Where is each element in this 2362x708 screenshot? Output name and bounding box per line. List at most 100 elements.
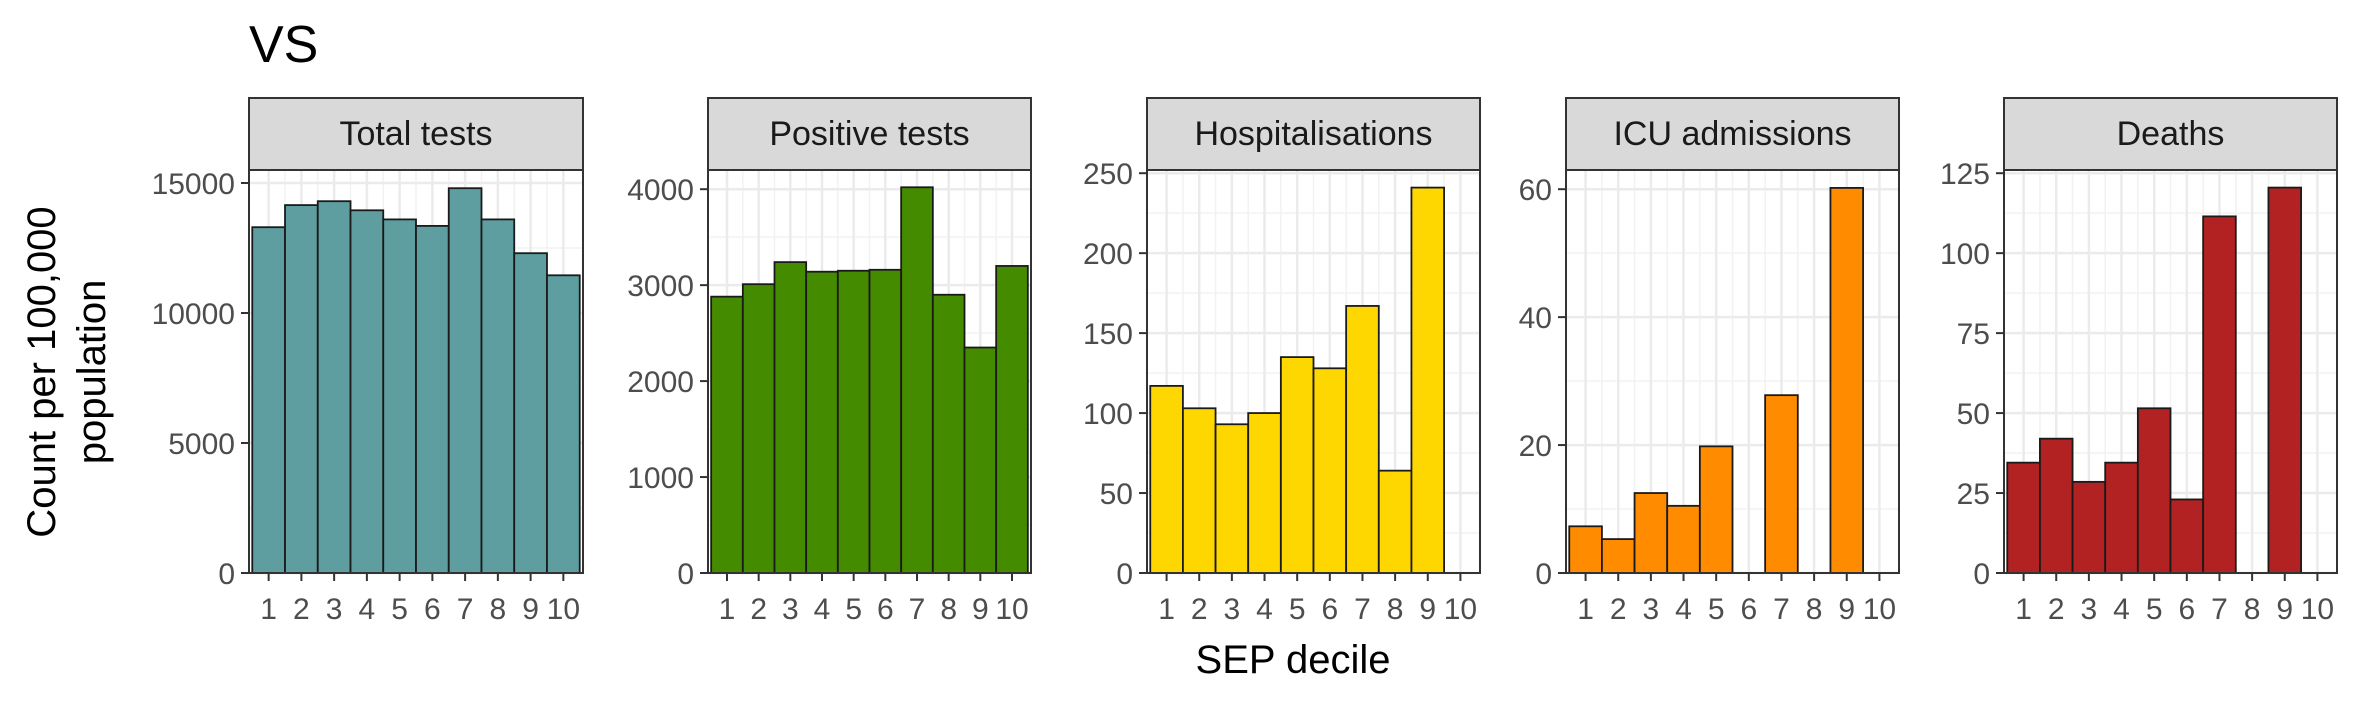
chart-title: VS xyxy=(249,16,318,74)
bar-deaths-decile-1 xyxy=(2006,461,2041,574)
y-tick-label: 2000 xyxy=(627,366,694,399)
bar-total-tests-decile-6 xyxy=(415,224,450,574)
x-tick-label: 6 xyxy=(2178,593,2195,626)
y-tick-label: 1000 xyxy=(627,462,694,495)
facet-panel-2: Positive tests 0 1000 2000 3000 4000 1 2 3 4 5 6 7 8 9… xyxy=(627,97,1032,626)
bar-positive-tests-decile-7 xyxy=(900,186,934,574)
bar-positive-tests-decile-4 xyxy=(805,270,839,574)
bar-positive-tests-decile-1 xyxy=(710,295,744,574)
y-tick-label: 75 xyxy=(1957,318,1990,351)
x-tick-label: 9 xyxy=(972,593,989,626)
bar-total-tests-decile-1 xyxy=(251,226,286,574)
x-tick-label: 8 xyxy=(940,593,957,626)
bar-positive-tests-decile-9 xyxy=(963,346,998,574)
bar-total-tests-decile-7 xyxy=(447,187,483,574)
bar-icu-admissions-decile-9 xyxy=(1829,187,1864,574)
x-tick-label: 4 xyxy=(1675,593,1692,626)
x-tick-label: 6 xyxy=(877,593,894,626)
bar-icu-admissions-decile-4 xyxy=(1666,504,1701,574)
x-tick-label: 7 xyxy=(2211,593,2228,626)
facet-panel-1: Total tests 0 5000 10000 15000 1 2 3 4 5 6 7 8 9 10 xyxy=(152,97,584,626)
bar-deaths-decile-3 xyxy=(2071,480,2107,574)
x-tick-label: 2 xyxy=(293,593,310,626)
y-tick-label: 5000 xyxy=(168,428,235,461)
facet-panel-3: Hospitalisations 0 50 100 150 200 250 1 2 3 4 5 6 7 8 9… xyxy=(1083,97,1481,626)
bar-positive-tests-decile-3 xyxy=(773,261,808,574)
y-tick-label: 25 xyxy=(1957,478,1990,511)
x-tick-label: 3 xyxy=(326,593,343,626)
x-tick-label: 4 xyxy=(2113,593,2130,626)
facet-strip-label: Hospitalisations xyxy=(1194,115,1432,153)
bar-total-tests-decile-10 xyxy=(546,274,581,574)
x-tick-label: 3 xyxy=(1643,593,1660,626)
x-tick-label: 5 xyxy=(1708,593,1725,626)
x-tick-label: 9 xyxy=(2276,593,2293,626)
x-tick-label: 6 xyxy=(424,593,441,626)
x-tick-label: 4 xyxy=(814,593,831,626)
bar-total-tests-decile-2 xyxy=(284,204,319,574)
x-tick-label: 1 xyxy=(2015,593,2032,626)
x-tick-label: 5 xyxy=(845,593,862,626)
bar-icu-admissions-decile-7 xyxy=(1764,394,1799,574)
y-tick-label: 50 xyxy=(1100,478,1133,511)
bar-deaths-decile-2 xyxy=(2039,437,2074,574)
x-tick-label: 1 xyxy=(260,593,277,626)
bar-total-tests-decile-3 xyxy=(316,200,352,574)
x-tick-label: 6 xyxy=(1321,593,1338,626)
bar-deaths-decile-6 xyxy=(2169,498,2205,574)
facet-strip xyxy=(2003,97,2338,171)
x-tick-label: 9 xyxy=(522,593,539,626)
bar-hospitalisations-decile-4 xyxy=(1247,412,1282,574)
facet-strip-label: Deaths xyxy=(2117,115,2225,153)
x-tick-label: 10 xyxy=(1863,593,1896,626)
bar-positive-tests-decile-2 xyxy=(741,283,776,574)
y-tick-label: 0 xyxy=(1973,558,1990,591)
facet-strip xyxy=(707,97,1032,171)
bar-hospitalisations-decile-9 xyxy=(1410,186,1445,574)
y-tick-label: 50 xyxy=(1957,398,1990,431)
bar-icu-admissions-decile-3 xyxy=(1633,492,1669,574)
facet-strip-label: ICU admissions xyxy=(1613,115,1851,153)
x-tick-label: 10 xyxy=(547,593,580,626)
x-tick-label: 8 xyxy=(1387,593,1404,626)
x-tick-label: 2 xyxy=(2048,593,2065,626)
x-tick-label: 4 xyxy=(1256,593,1273,626)
bar-deaths-decile-4 xyxy=(2104,461,2139,574)
bar-positive-tests-decile-10 xyxy=(995,265,1029,574)
x-tick-label: 5 xyxy=(2146,593,2163,626)
facet-strip xyxy=(248,97,584,171)
x-tick-label: 7 xyxy=(1773,593,1790,626)
facet-panel-5: Deaths 0 25 50 75 100 125 1 2 3 4 5 6 7 8 9 10 xyxy=(1940,97,2338,626)
x-tick-label: 1 xyxy=(1577,593,1594,626)
y-tick-label: 0 xyxy=(218,558,235,591)
bar-total-tests-decile-9 xyxy=(513,252,548,574)
y-tick-label: 15000 xyxy=(152,168,235,201)
x-tick-label: 9 xyxy=(1838,593,1855,626)
y-tick-label: 60 xyxy=(1519,174,1552,207)
bar-hospitalisations-decile-8 xyxy=(1377,469,1413,574)
x-tick-label: 5 xyxy=(1289,593,1306,626)
x-tick-label: 10 xyxy=(2301,593,2334,626)
y-axis-title-line-1: Count per 100,000 xyxy=(20,206,64,537)
x-tick-label: 3 xyxy=(1224,593,1241,626)
x-tick-label: 10 xyxy=(1444,593,1477,626)
facet-strip-label: Total tests xyxy=(339,115,492,153)
bar-deaths-decile-7 xyxy=(2202,215,2237,574)
y-tick-label: 4000 xyxy=(627,174,694,207)
x-tick-label: 3 xyxy=(2081,593,2098,626)
y-tick-label: 100 xyxy=(1083,398,1133,431)
x-tick-label: 3 xyxy=(782,593,799,626)
x-tick-label: 7 xyxy=(457,593,474,626)
x-tick-label: 8 xyxy=(1806,593,1823,626)
facet-strip xyxy=(1565,97,1900,171)
x-tick-label: 2 xyxy=(1191,593,1208,626)
bar-deaths-decile-5 xyxy=(2136,407,2172,574)
x-tick-label: 7 xyxy=(909,593,926,626)
x-tick-label: 1 xyxy=(1158,593,1175,626)
bar-icu-admissions-decile-1 xyxy=(1568,525,1603,574)
bar-icu-admissions-decile-2 xyxy=(1601,538,1636,574)
y-tick-label: 40 xyxy=(1519,302,1552,335)
bar-deaths-decile-9 xyxy=(2267,186,2302,574)
